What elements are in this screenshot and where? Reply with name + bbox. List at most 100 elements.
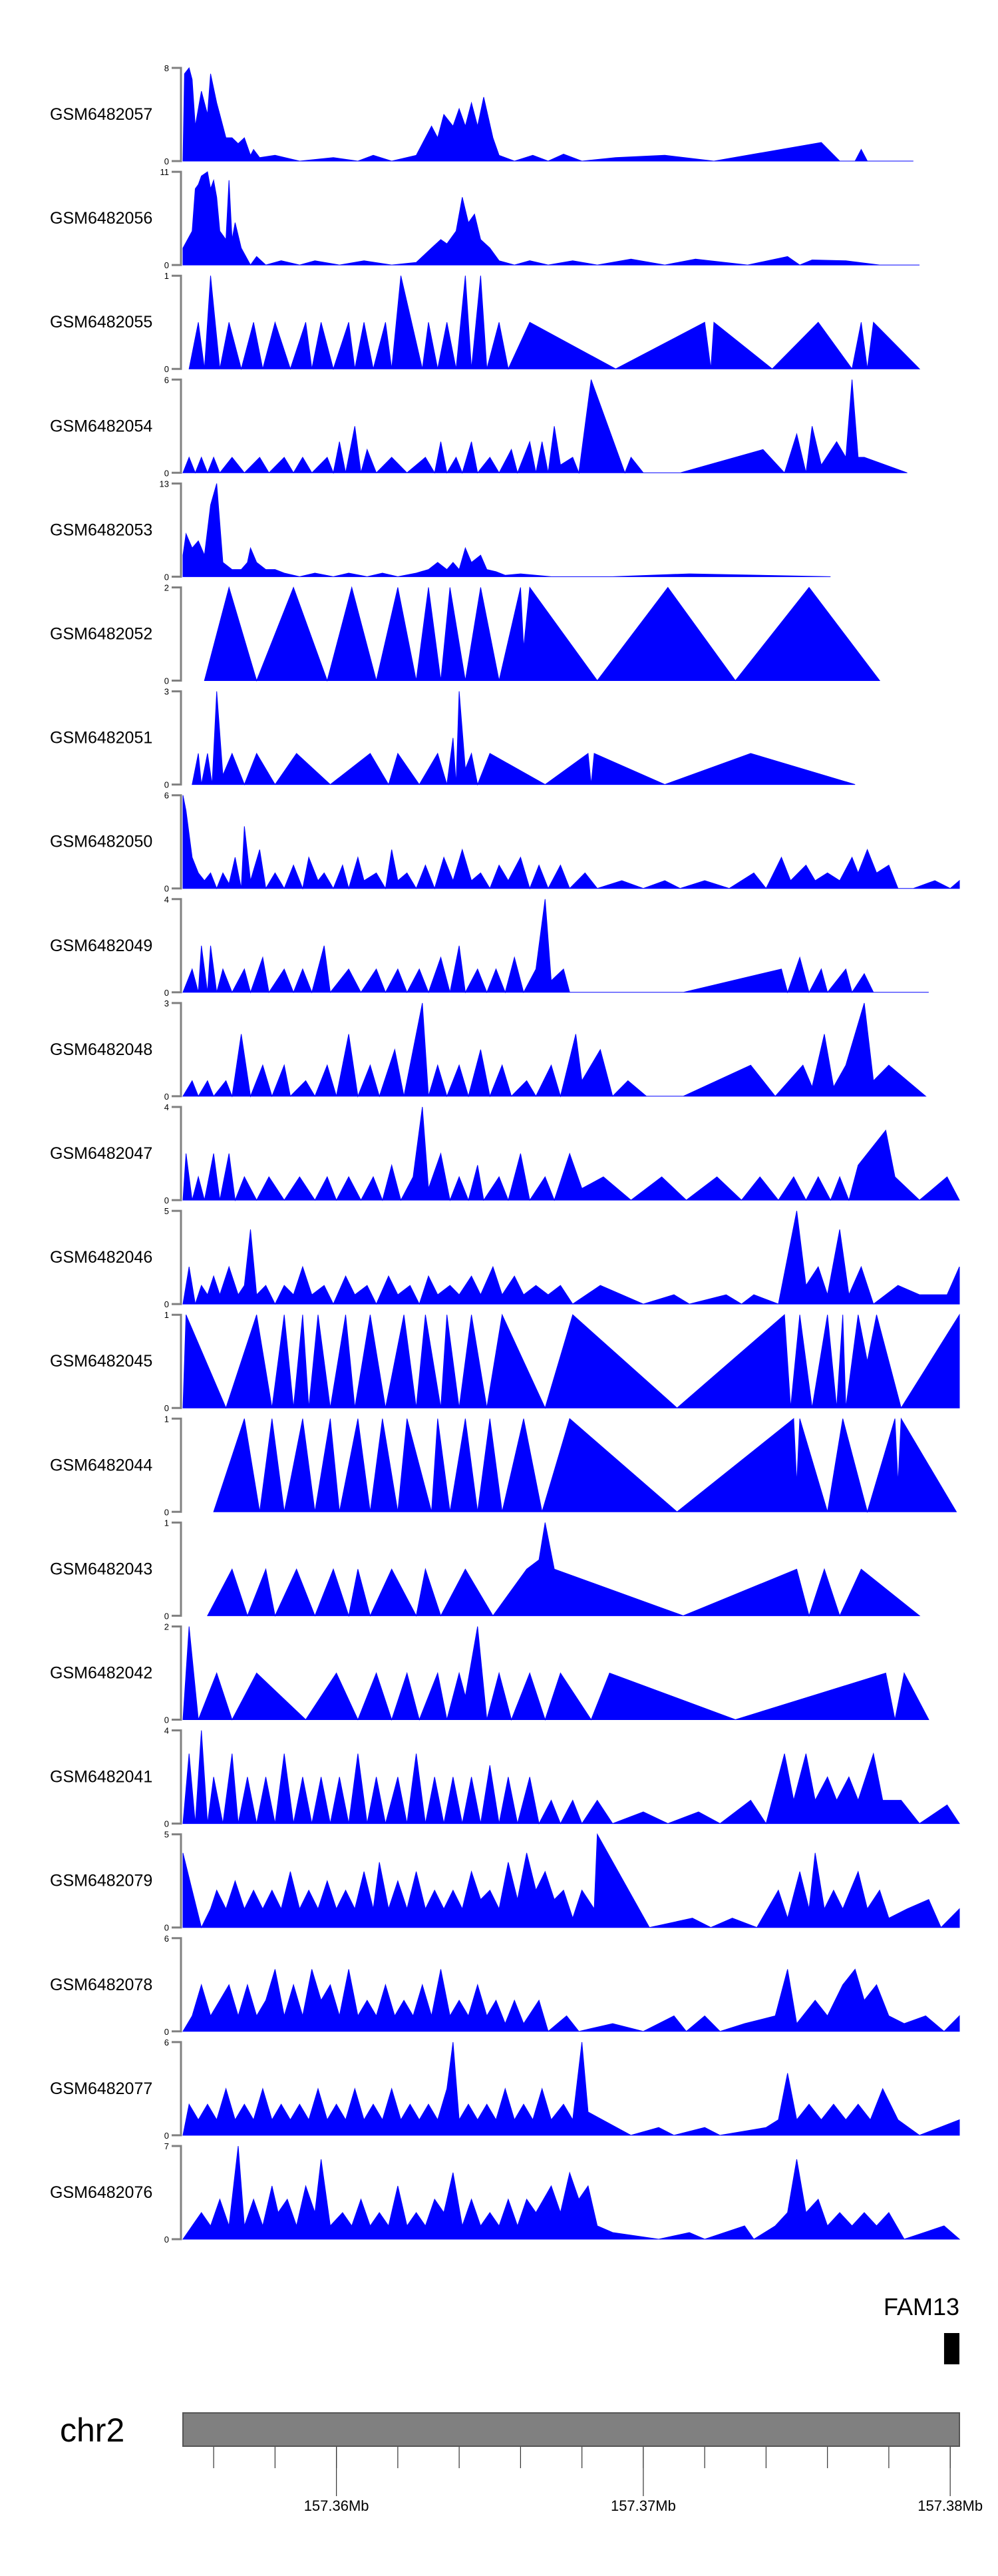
y-axis-max-label: 4 <box>164 1102 169 1112</box>
y-axis-min-label: 0 <box>164 156 169 166</box>
coverage-area <box>188 276 921 371</box>
y-axis-max-label: 1 <box>164 271 169 281</box>
track-label: GSM6482057 <box>50 105 152 124</box>
y-axis-min-label: 0 <box>164 1611 169 1621</box>
coverage-area <box>182 795 960 890</box>
track-label: GSM6482055 <box>50 313 152 331</box>
y-axis-min-label: 0 <box>164 468 169 478</box>
chromosome-axis: chr2 157.36Mb 157.37Mb 157.38Mb <box>60 2412 983 2514</box>
coverage-area <box>182 2145 961 2240</box>
x-tick-label: 157.36Mb <box>304 2497 369 2514</box>
y-axis-line <box>172 1313 182 1409</box>
track-GSM6482048: GSM6482048 3 0 <box>50 998 927 1102</box>
coverage-area <box>182 1832 960 1929</box>
track-GSM6482046: GSM6482046 5 0 <box>50 1206 960 1309</box>
y-axis-max-label: 6 <box>164 2038 169 2047</box>
track-GSM6482043: GSM6482043 1 0 <box>50 1518 921 1621</box>
y-axis-max-label: 7 <box>164 2141 169 2151</box>
track-GSM6482057: GSM6482057 8 0 <box>50 63 914 166</box>
track-GSM6482051: GSM6482051 3 0 <box>50 687 856 790</box>
track-GSM6482077: GSM6482077 6 0 <box>50 2038 960 2141</box>
track-label: GSM6482042 <box>50 1664 152 1683</box>
y-axis-max-label: 6 <box>164 791 169 801</box>
track-label: GSM6482056 <box>50 209 152 228</box>
gene-track: FAM13 <box>884 2293 959 2364</box>
y-axis-max-label: 5 <box>164 1830 169 1840</box>
y-axis-min-label: 0 <box>164 1195 169 1205</box>
y-axis-line <box>172 1106 182 1201</box>
coverage-area <box>182 67 914 162</box>
track-GSM6482052: GSM6482052 2 0 <box>50 583 881 686</box>
y-axis-line <box>172 1833 182 1929</box>
track-label: GSM6482076 <box>50 2183 152 2202</box>
coverage-area <box>182 899 929 994</box>
y-axis-min-label: 0 <box>164 260 169 270</box>
y-axis-line <box>172 898 182 994</box>
coverage-area <box>207 1522 921 1617</box>
track-label: GSM6482047 <box>50 1144 152 1163</box>
coverage-area <box>182 483 831 577</box>
y-axis-min-label: 0 <box>164 1507 169 1517</box>
y-axis-max-label: 1 <box>164 1518 169 1528</box>
y-axis-max-label: 5 <box>164 1206 169 1216</box>
coverage-area <box>204 586 881 682</box>
track-label: GSM6482045 <box>50 1352 152 1371</box>
track-label: GSM6482050 <box>50 833 152 851</box>
coverage-area <box>182 1002 927 1098</box>
y-axis-max-label: 1 <box>164 1414 169 1424</box>
y-axis-line <box>172 1937 182 2033</box>
y-axis-max-label: 8 <box>164 63 169 73</box>
y-axis-min-label: 0 <box>164 988 169 998</box>
y-axis-line <box>172 1729 182 1825</box>
coverage-area <box>182 1730 960 1825</box>
y-axis-line <box>172 67 182 162</box>
y-axis-max-label: 13 <box>160 479 169 489</box>
y-axis-line <box>172 794 182 890</box>
chromosome-label: chr2 <box>60 2412 124 2449</box>
track-label: GSM6482046 <box>50 1248 152 1267</box>
coverage-area <box>182 1968 960 2032</box>
y-axis-line <box>172 1209 182 1305</box>
coverage-area <box>182 1211 960 1305</box>
track-label: GSM6482044 <box>50 1456 152 1474</box>
track-label: GSM6482048 <box>50 1040 152 1059</box>
track-GSM6482078: GSM6482078 6 0 <box>50 1934 960 2037</box>
y-axis-max-label: 2 <box>164 1622 169 1632</box>
y-axis-min-label: 0 <box>164 572 169 582</box>
track-GSM6482042: GSM6482042 2 0 <box>50 1622 929 1725</box>
coverage-area <box>182 171 919 266</box>
track-GSM6482056: GSM6482056 11 0 <box>50 167 919 270</box>
coverage-area <box>192 691 856 786</box>
track-GSM6482041: GSM6482041 4 0 <box>50 1726 960 1829</box>
y-axis-min-label: 0 <box>164 2027 169 2037</box>
track-GSM6482053: GSM6482053 13 0 <box>50 479 831 582</box>
y-axis-line <box>172 274 182 370</box>
track-label: GSM6482077 <box>50 2079 152 2098</box>
track-label: GSM6482053 <box>50 521 152 539</box>
coverage-area <box>182 1106 960 1201</box>
track-GSM6482049: GSM6482049 4 0 <box>50 895 929 998</box>
track-GSM6482054: GSM6482054 6 0 <box>50 375 908 478</box>
y-axis-min-label: 0 <box>164 884 169 894</box>
track-label: GSM6482043 <box>50 1560 152 1578</box>
coverage-area <box>182 379 908 475</box>
y-axis-max-label: 3 <box>164 687 169 697</box>
x-tick-label: 157.37Mb <box>611 2497 676 2514</box>
y-axis-min-label: 0 <box>164 676 169 686</box>
y-axis-min-label: 0 <box>164 1403 169 1413</box>
y-axis-max-label: 6 <box>164 1934 169 1944</box>
track-label: GSM6482078 <box>50 1976 152 1994</box>
y-axis-max-label: 1 <box>164 1310 169 1320</box>
y-axis-line <box>172 2145 182 2241</box>
y-axis-max-label: 3 <box>164 998 169 1008</box>
y-axis-min-label: 0 <box>164 1819 169 1829</box>
y-axis-line <box>172 378 182 474</box>
y-axis-min-label: 0 <box>164 1923 169 1933</box>
track-GSM6482076: GSM6482076 7 0 <box>50 2141 961 2245</box>
y-axis-line <box>172 1002 182 1098</box>
y-axis-min-label: 0 <box>164 1715 169 1725</box>
y-axis-max-label: 2 <box>164 583 169 593</box>
track-GSM6482050: GSM6482050 6 0 <box>50 791 960 894</box>
y-axis-min-label: 0 <box>164 364 169 374</box>
